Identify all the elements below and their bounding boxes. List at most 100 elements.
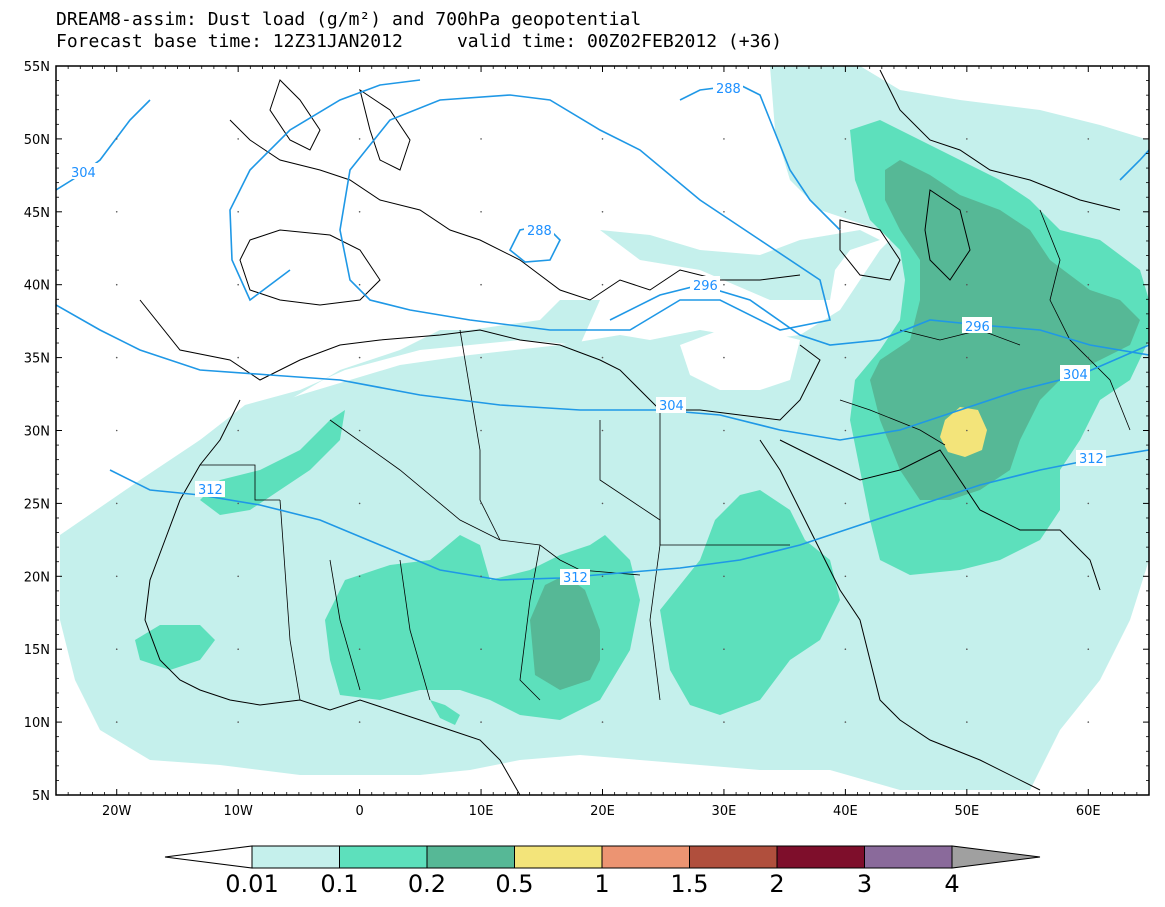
lat-label: 25N bbox=[24, 497, 50, 512]
contour-312-main bbox=[109, 449, 1149, 581]
colorbar-swatch bbox=[514, 845, 603, 869]
grid-dot bbox=[1087, 138, 1090, 140]
contour-296-north bbox=[229, 79, 421, 302]
colorbar-label: 0.5 bbox=[495, 870, 533, 898]
grid-dot bbox=[723, 721, 725, 723]
lat-label: 55N bbox=[24, 60, 50, 75]
contour-288-ring bbox=[339, 94, 831, 331]
grid-dot bbox=[966, 575, 968, 578]
map-plot-area: 288 288 304 296 296 304 304 312 312 312 bbox=[56, 66, 1149, 795]
grid-dot bbox=[115, 356, 118, 359]
grid-dot bbox=[480, 429, 482, 432]
grid-dot bbox=[966, 429, 968, 432]
grid-dot bbox=[844, 356, 847, 359]
grid-dot bbox=[358, 575, 361, 578]
lon-label: 10E bbox=[469, 804, 494, 819]
chart-subtitle: Forecast base time: 12Z31JAN2012 valid t… bbox=[56, 31, 783, 52]
grid-dot bbox=[966, 356, 968, 359]
grid-dot bbox=[480, 502, 482, 505]
grid-dot bbox=[115, 575, 118, 578]
colorbar-swatch bbox=[339, 845, 428, 869]
grid-dot bbox=[237, 211, 239, 213]
lat-label: 45N bbox=[24, 206, 50, 221]
grid-dot bbox=[237, 429, 239, 432]
grid-dot bbox=[237, 575, 239, 578]
colorbar-swatch bbox=[689, 845, 778, 869]
grid-dot bbox=[115, 502, 118, 505]
lat-label: 20N bbox=[24, 570, 50, 585]
grid-dot bbox=[601, 648, 604, 650]
grid-dot bbox=[723, 138, 725, 140]
grid-dot bbox=[358, 502, 361, 505]
grid-dot bbox=[115, 211, 118, 213]
colorbar-label: 3 bbox=[857, 870, 872, 898]
grid-dot bbox=[480, 648, 482, 650]
grid-dot bbox=[237, 283, 239, 286]
grid-dot bbox=[723, 502, 725, 505]
lon-label: 0 bbox=[355, 804, 363, 819]
contour-label-304-b: 304 bbox=[659, 399, 684, 414]
lat-label: 50N bbox=[24, 133, 50, 148]
dust-shade-01-small bbox=[430, 700, 460, 725]
grid-dot bbox=[844, 429, 847, 432]
contour-304-main bbox=[56, 304, 1149, 441]
grid-dot bbox=[358, 721, 361, 723]
dust-shade-001 bbox=[60, 300, 600, 535]
grid-dot bbox=[358, 648, 361, 650]
grid-dot bbox=[966, 502, 968, 505]
grid-dot bbox=[115, 648, 118, 650]
lon-label: 10W bbox=[223, 804, 253, 819]
grid-dot bbox=[358, 356, 361, 359]
grid-dot bbox=[601, 138, 604, 140]
grid-dot bbox=[237, 721, 239, 723]
grid-dot bbox=[844, 138, 847, 140]
contour-label-312-c: 312 bbox=[1079, 452, 1104, 467]
dust-shade-02-chad bbox=[530, 575, 600, 690]
grid-dot bbox=[480, 138, 482, 140]
dust-shade-05-gulf bbox=[940, 407, 987, 457]
colorbar-arrow-left bbox=[164, 845, 253, 869]
grid-dot bbox=[601, 283, 604, 286]
dust-shade-001-med bbox=[600, 230, 880, 300]
grid-dot bbox=[723, 283, 725, 286]
grid-dot bbox=[844, 211, 847, 213]
grid-dot bbox=[358, 283, 361, 286]
grid-dot bbox=[480, 283, 482, 286]
grid-dot bbox=[1087, 648, 1090, 650]
contour-288-east bbox=[679, 84, 841, 231]
grid-dot bbox=[480, 356, 482, 359]
grid-dot bbox=[844, 502, 847, 505]
grid-dot bbox=[723, 356, 725, 359]
colorbar-label: 4 bbox=[944, 870, 959, 898]
grid-dot bbox=[966, 648, 968, 650]
grid-dot bbox=[966, 283, 968, 286]
grid-dot bbox=[480, 721, 482, 723]
grid-dot bbox=[480, 211, 482, 213]
lon-label: 60E bbox=[1076, 804, 1101, 819]
contour-label-312-a: 312 bbox=[198, 483, 223, 498]
geopotential-contours bbox=[56, 79, 1149, 581]
clear-area-east-med bbox=[680, 330, 800, 390]
grid-dot bbox=[601, 429, 604, 432]
contour-label-312-b: 312 bbox=[563, 571, 588, 586]
contour-label-304-a: 304 bbox=[1063, 368, 1088, 383]
grid-dot bbox=[1087, 429, 1090, 432]
colorbar-swatch bbox=[251, 845, 340, 869]
dust-shade-01-mauritania bbox=[200, 410, 345, 515]
grid-dot bbox=[601, 721, 604, 723]
grid-dot bbox=[844, 648, 847, 650]
colorbar-swatch bbox=[426, 845, 515, 869]
axis-ticks bbox=[56, 65, 1149, 796]
coastlines bbox=[139, 69, 1121, 795]
grid-dot bbox=[358, 138, 361, 140]
colorbar-swatch bbox=[864, 845, 953, 869]
grid-dot bbox=[358, 429, 361, 432]
lon-label: 50E bbox=[954, 804, 979, 819]
grid-dot bbox=[237, 502, 239, 505]
grid-dot bbox=[480, 575, 482, 578]
grid-dot bbox=[966, 211, 968, 213]
lon-label: 20W bbox=[102, 804, 132, 819]
latitude-labels: 55N 50N 45N 40N 35N 30N 25N 20N 15N 10N 5N bbox=[24, 60, 50, 804]
lon-label: 40E bbox=[833, 804, 858, 819]
